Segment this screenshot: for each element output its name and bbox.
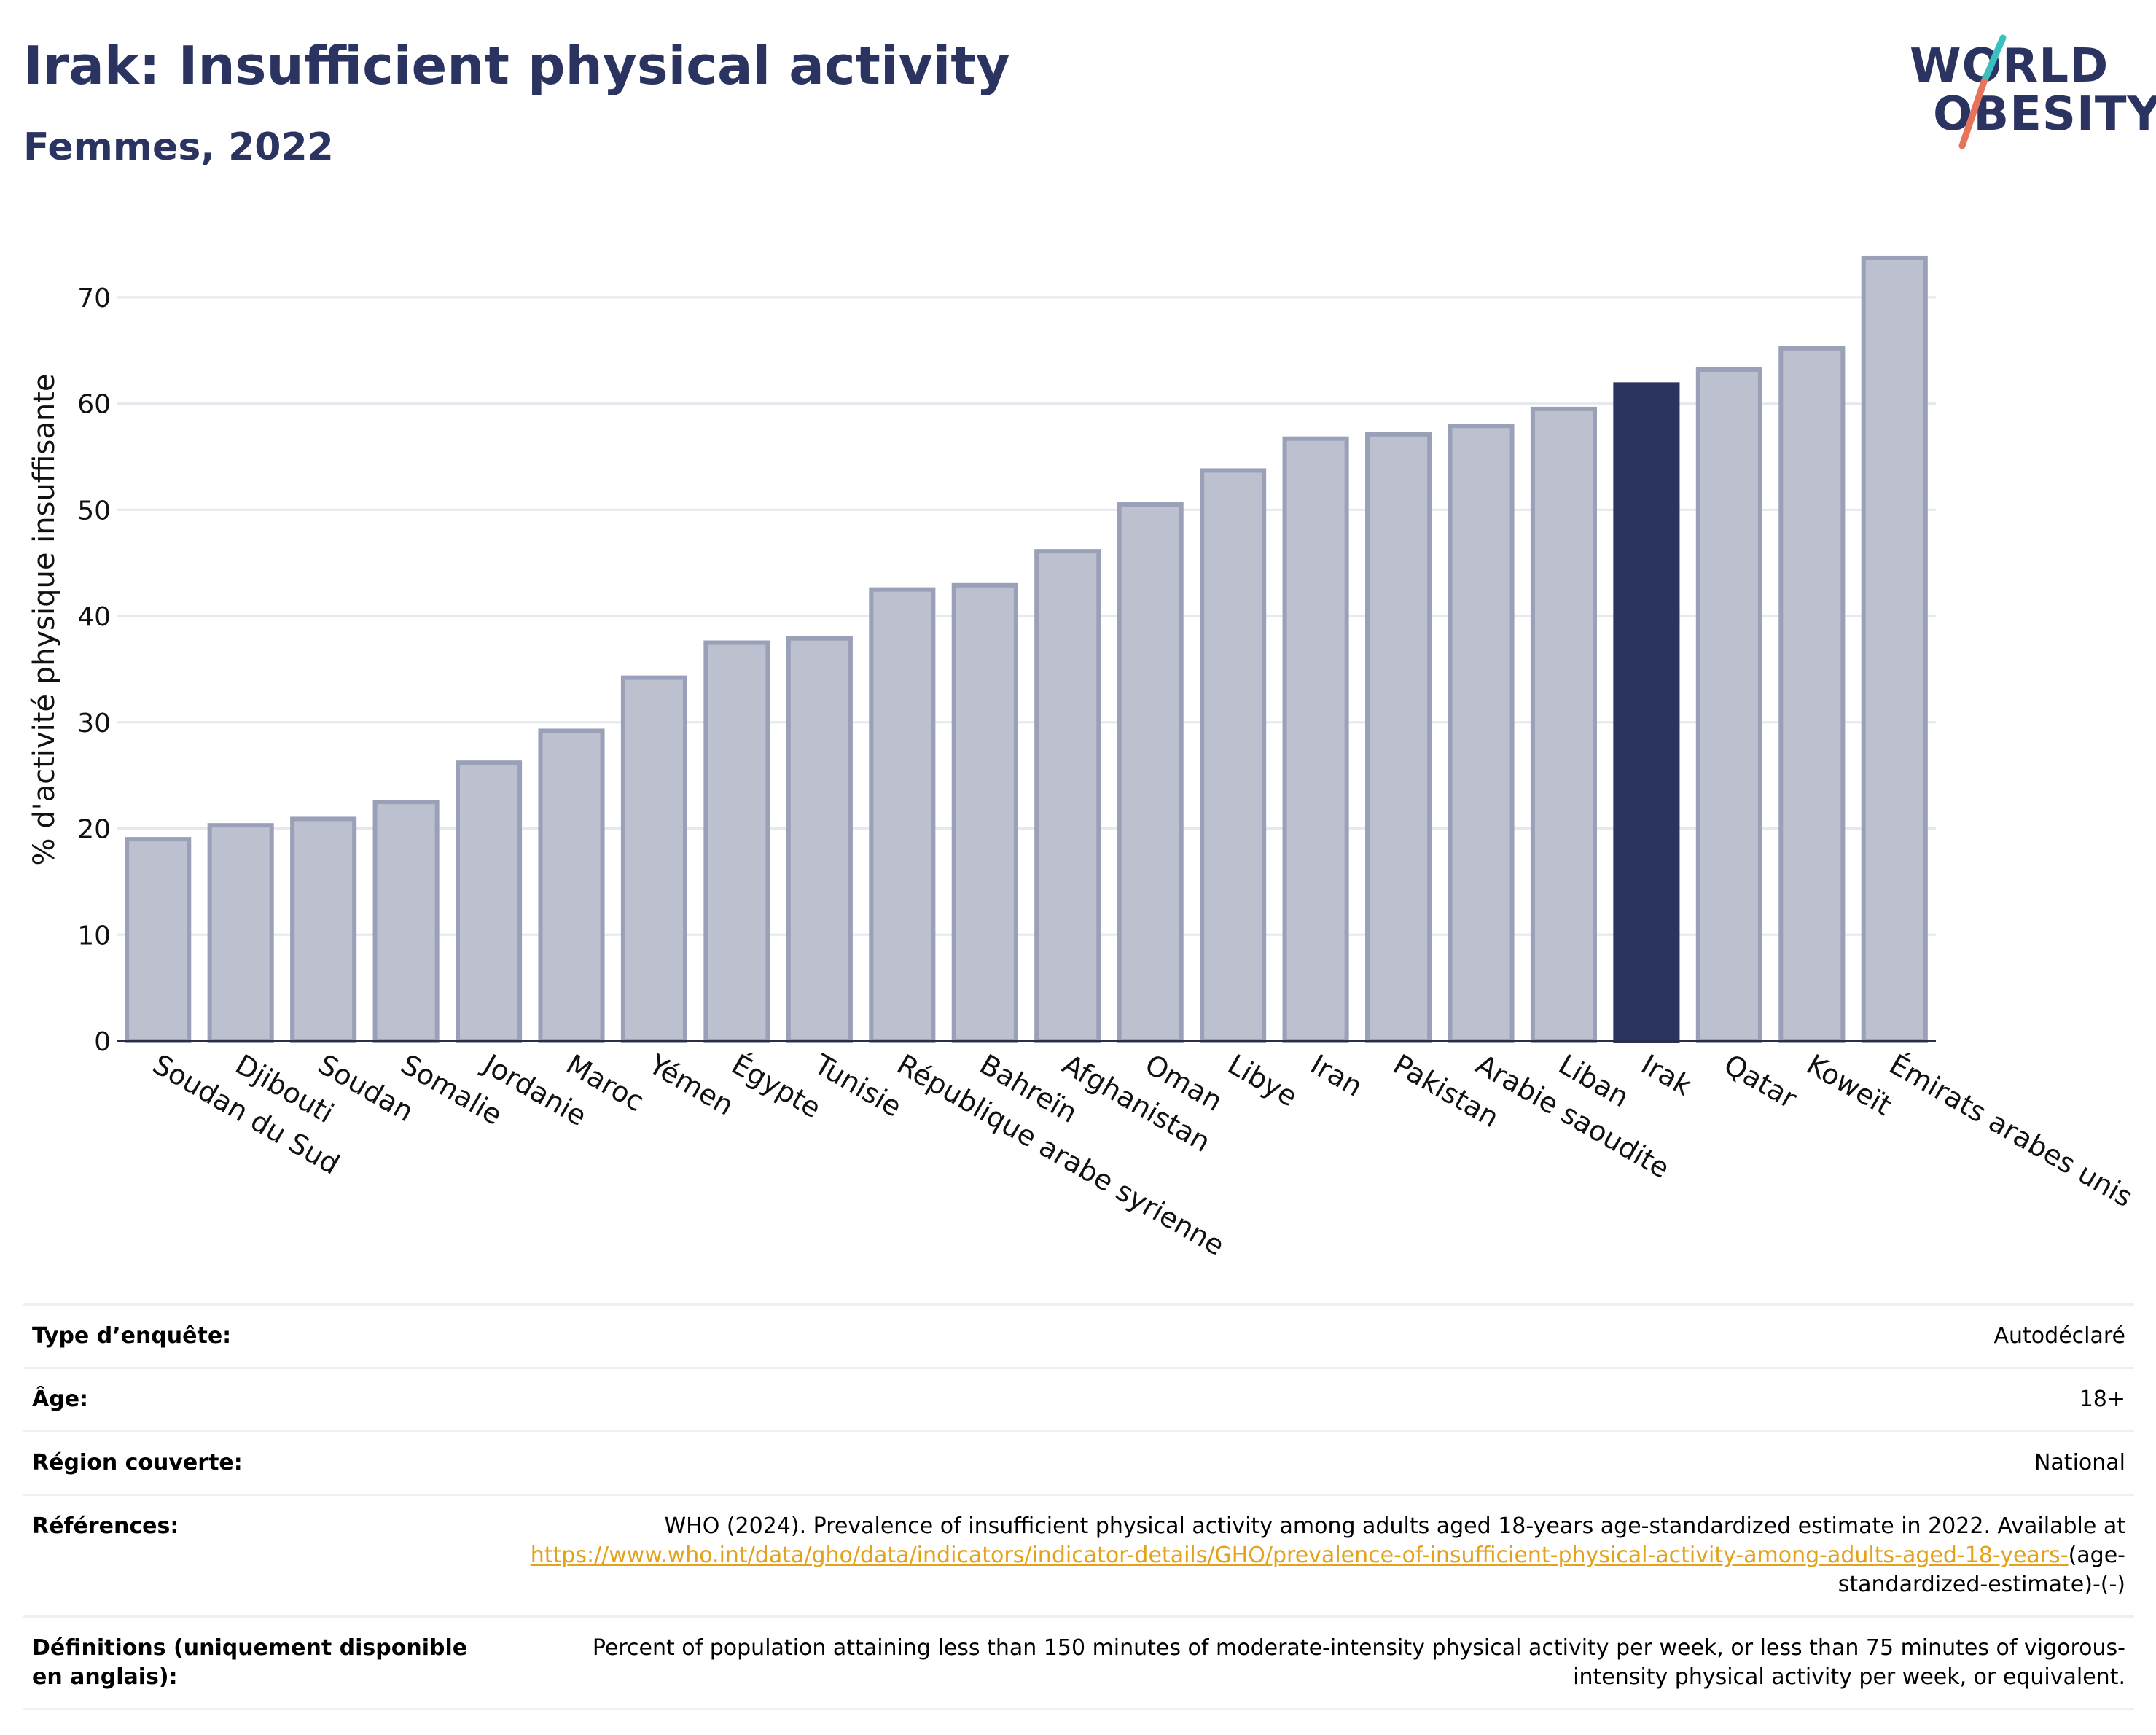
y-tick-label: 10 (77, 921, 111, 951)
info-row-age: Âge: 18+ (23, 1367, 2134, 1430)
y-axis-label: % d'activité physique insuffisante (28, 374, 61, 866)
references-value: WHO (2024). Prevalence of insufficient p… (499, 1512, 2125, 1599)
region-value: National (2034, 1450, 2125, 1475)
bar-afghanistan (1034, 549, 1101, 1043)
x-tick-label: Émirats arabes unis (1884, 1048, 2139, 1214)
bar-tunisie (786, 636, 853, 1043)
bar-koweït (1778, 346, 1846, 1043)
x-tick-label: Irak (1636, 1048, 1697, 1102)
bar-république-arabe-syrienne (869, 587, 936, 1043)
bar-djibouti (207, 823, 274, 1044)
bar-pakistan (1365, 432, 1432, 1043)
bar-soudan-du-sud (125, 837, 192, 1044)
x-tick-label: Koweït (1801, 1048, 1897, 1122)
chart-title: Irak: Insufficient physical activity (23, 35, 1010, 96)
y-tick-label: 30 (77, 709, 111, 738)
bar-qatar (1695, 367, 1762, 1043)
bar-soudan (290, 816, 357, 1044)
bar-égypte (703, 640, 770, 1043)
logo-line-1: WORLD (1910, 39, 2109, 93)
y-tick-label: 20 (77, 815, 111, 845)
x-tick-label: Tunisie (808, 1048, 907, 1123)
y-tick-label: 50 (77, 496, 111, 526)
x-tick-label: Qatar (1719, 1048, 1802, 1115)
region-label: Région couverte: (32, 1450, 243, 1475)
survey-label: Type d’enquête: (32, 1323, 232, 1349)
y-tick-label: 70 (77, 284, 111, 313)
world-obesity-logo: WORLD OBESITY (1895, 29, 2156, 160)
bar-iran (1282, 436, 1349, 1043)
survey-value: Autodéclaré (1993, 1323, 2126, 1349)
bar-jordanie (456, 760, 523, 1044)
references-label: Références: (32, 1513, 179, 1539)
x-tick-label: Yémen (643, 1048, 739, 1122)
definitions-value: Percent of population attaining less tha… (592, 1635, 2125, 1690)
y-tick-label: 60 (77, 390, 111, 420)
chart-subtitle: Femmes, 2022 (23, 125, 334, 169)
references-link[interactable]: https://www.who.int/data/gho/data/indica… (530, 1543, 2069, 1568)
bar-maroc (538, 728, 605, 1043)
info-row-references: Références: WHO (2024). Prevalence of in… (23, 1494, 2134, 1615)
y-tick-label: 0 (94, 1027, 111, 1057)
bar-chart: 0 10 20 30 40 50 60 70 Soudan du Sud Djibouti Soud… (0, 182, 2156, 1276)
bar-arabie-saoudite (1448, 424, 1515, 1043)
definitions-label: Définitions (uniquement disponible en an… (32, 1635, 468, 1690)
x-tick-label: Iran (1305, 1048, 1368, 1103)
bar-émirats-arabes-unis (1861, 255, 1928, 1044)
bar-bahreïn (951, 582, 1018, 1043)
x-tick-label: Égypte (726, 1048, 826, 1125)
info-table: Type d’enquête: Autodéclaré Âge: 18+ Rég… (23, 1303, 2134, 1710)
bar-libye (1200, 468, 1267, 1043)
info-row-region: Région couverte: National (23, 1430, 2134, 1494)
info-row-definitions: Définitions (uniquement disponible en an… (23, 1615, 2134, 1710)
references-text: WHO (2024). Prevalence of insufficient p… (664, 1513, 2125, 1539)
x-tick-label: Libye (1222, 1048, 1302, 1113)
info-row-survey: Type d’enquête: Autodéclaré (23, 1303, 2134, 1367)
logo-slash-icon (1958, 34, 2007, 149)
y-tick-label: 40 (77, 602, 111, 632)
bar-irak (1613, 382, 1680, 1043)
age-value: 18+ (2079, 1387, 2125, 1412)
bar-yémen (620, 675, 688, 1043)
bars (125, 255, 1928, 1044)
bar-somalie (372, 800, 440, 1043)
references-suffix: (age-standardized-estimate)-(-) (1837, 1543, 2125, 1597)
bar-liban (1530, 406, 1598, 1043)
bar-oman (1117, 502, 1184, 1043)
age-label: Âge: (32, 1387, 89, 1412)
